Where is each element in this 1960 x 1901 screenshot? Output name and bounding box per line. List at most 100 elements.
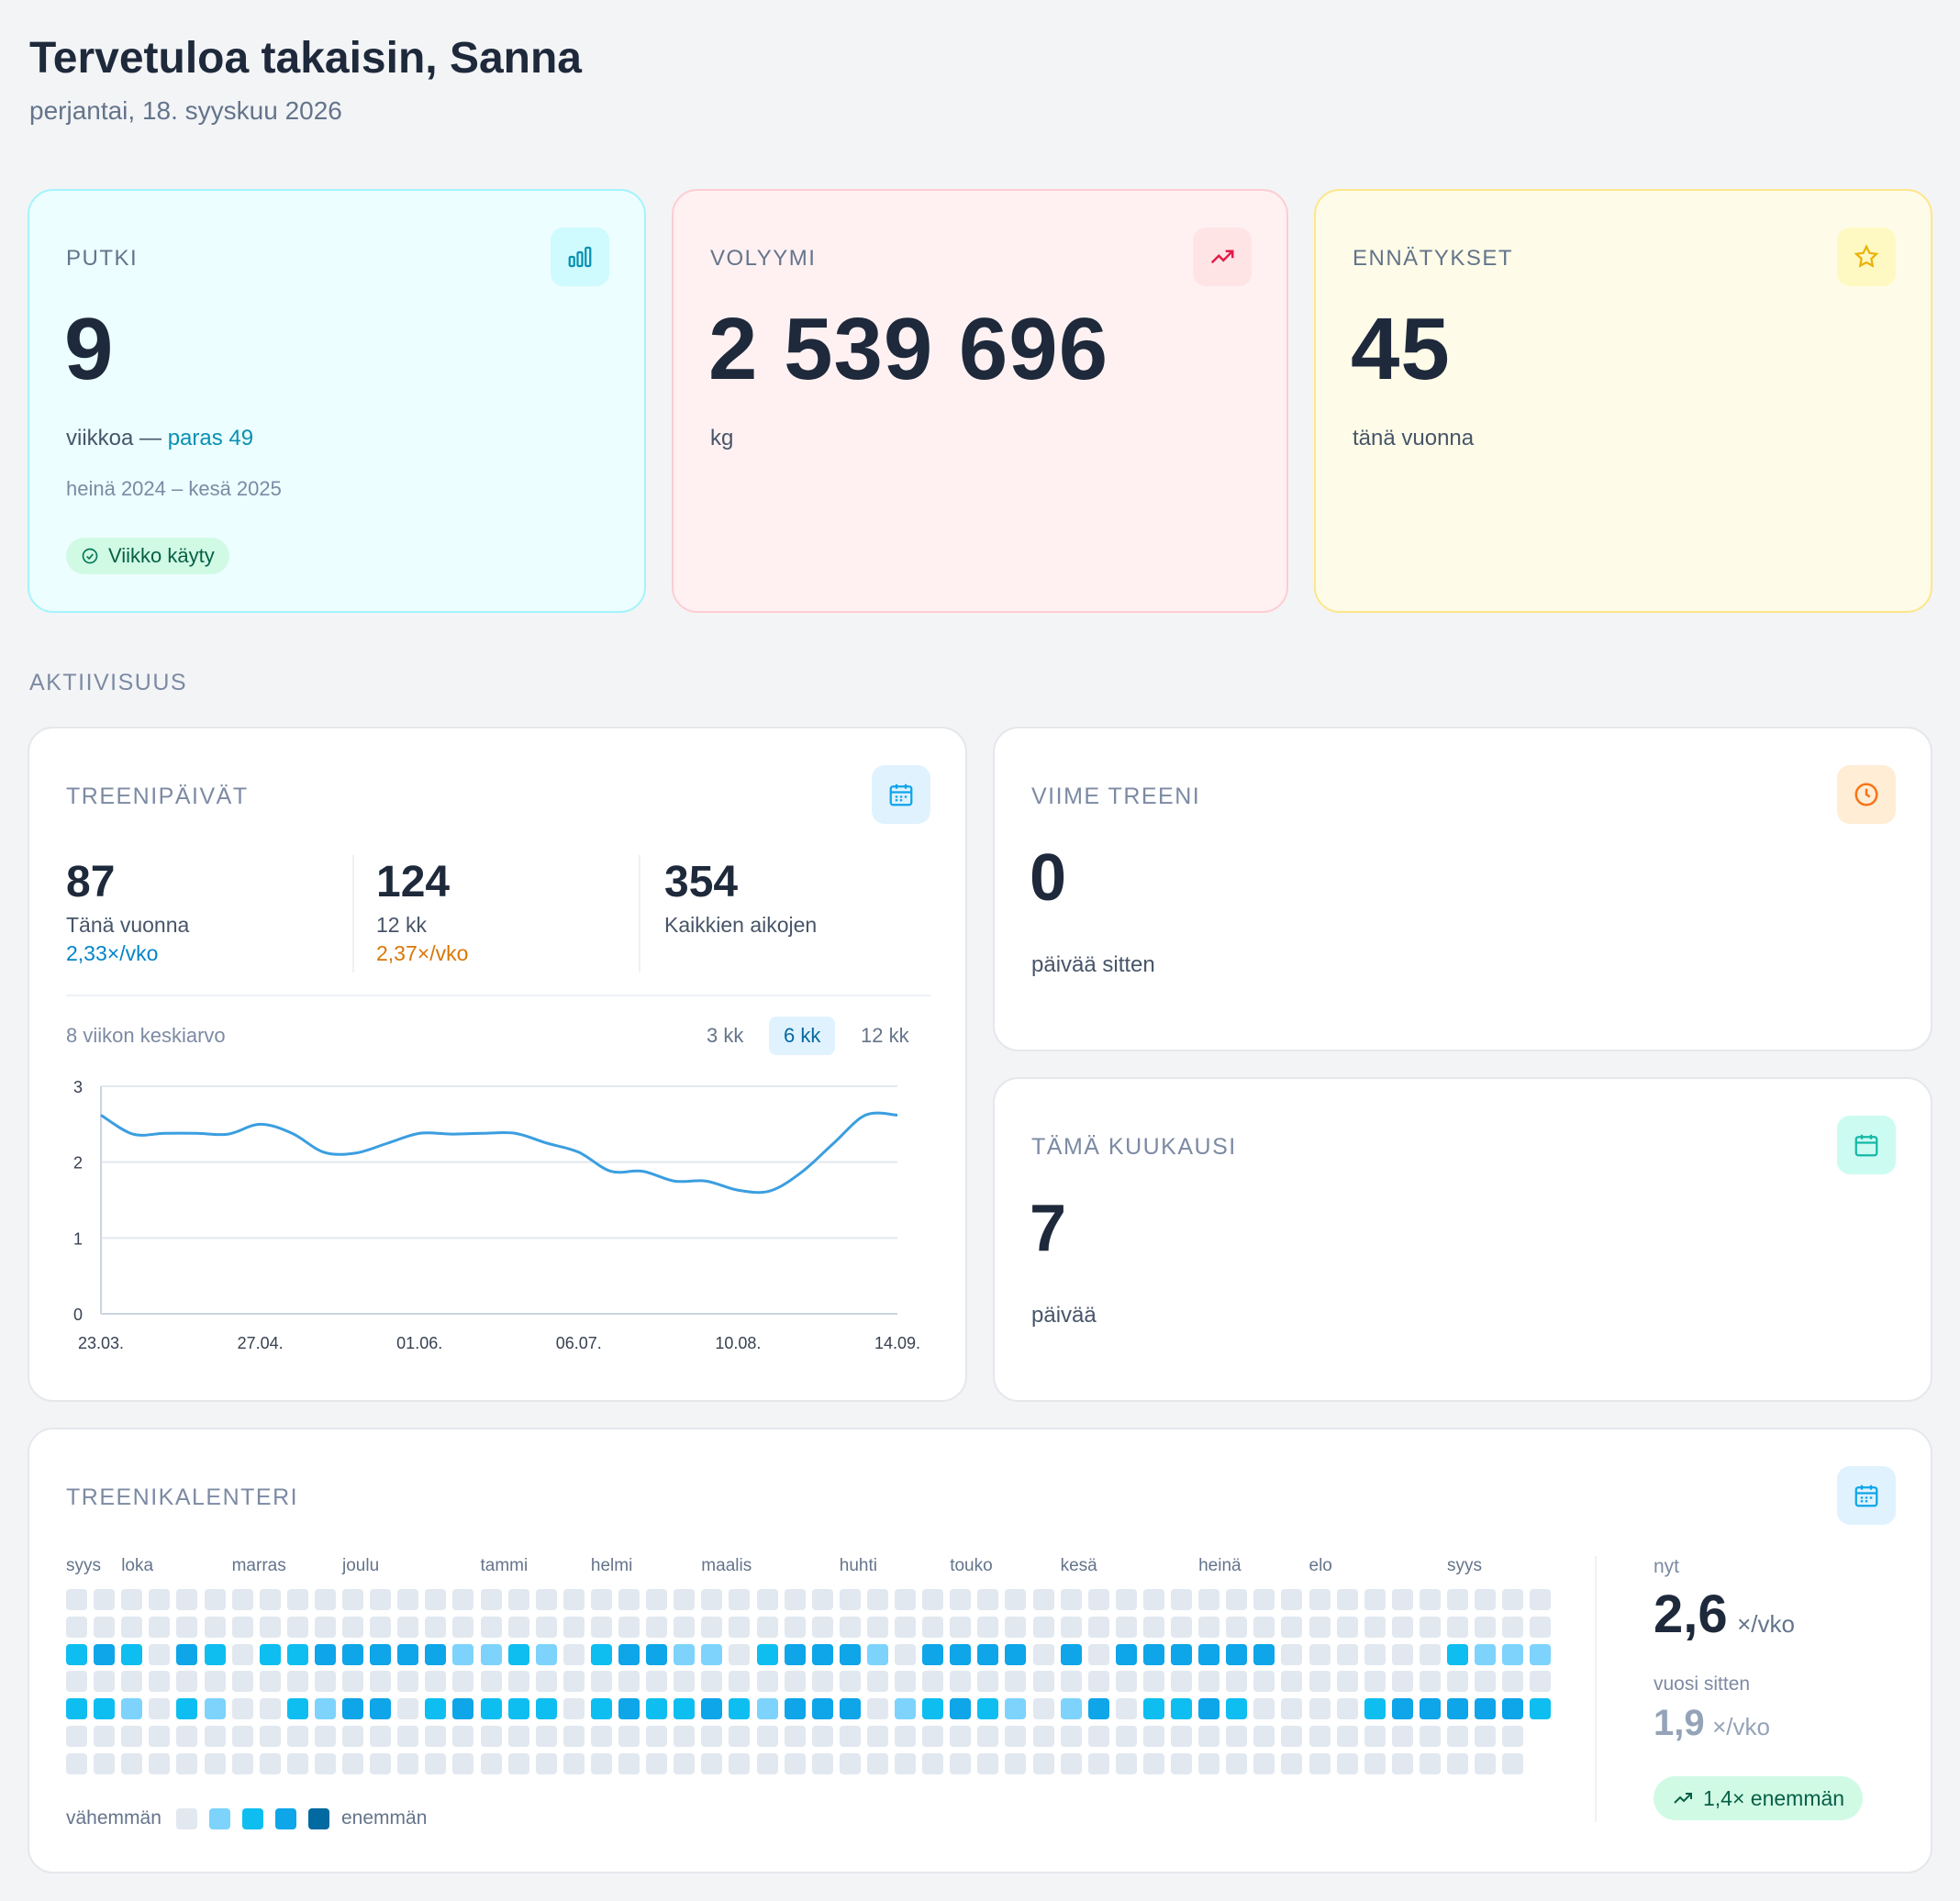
calendar-month-label: loka — [121, 1556, 154, 1575]
legend-swatch — [176, 1808, 197, 1829]
calendar-day — [286, 1589, 308, 1610]
x-tick-label: 23.03. — [78, 1334, 124, 1352]
year-stat: 87 Tänä vuonna 2,33×/vko — [66, 857, 341, 966]
calendar-day — [950, 1671, 972, 1693]
calendar-day — [811, 1643, 833, 1665]
calendar-day — [507, 1589, 529, 1610]
calendar-day — [149, 1616, 171, 1638]
calendar-day — [397, 1698, 419, 1720]
calendar-day — [204, 1726, 226, 1747]
calendar-day — [1115, 1671, 1137, 1693]
calendar-day — [562, 1671, 585, 1693]
calendar-day — [701, 1643, 723, 1665]
all-time-stat: 354 Kaikkien aikojen — [664, 857, 940, 938]
now-value: 2,6 — [1654, 1584, 1728, 1644]
calendar-month-label: tammi — [480, 1556, 529, 1575]
calendar-day — [866, 1643, 888, 1665]
calendar-day — [397, 1671, 419, 1693]
calendar-day — [314, 1671, 336, 1693]
calendar-month-label: helmi — [590, 1556, 633, 1575]
calendar-day — [618, 1589, 640, 1610]
x-tick-label: 01.06. — [396, 1334, 442, 1352]
calendar-day — [895, 1698, 916, 1720]
calendar-day — [618, 1643, 640, 1665]
legend-swatch — [242, 1808, 263, 1829]
tab-3kk[interactable]: 3 kk — [707, 1024, 744, 1047]
calendar-day — [1060, 1643, 1082, 1665]
training-days-icon-box[interactable] — [872, 765, 930, 824]
calendar-day — [1281, 1589, 1303, 1610]
calendar-day — [950, 1698, 972, 1720]
tab-12kk[interactable]: 12 kk — [861, 1024, 909, 1047]
calendar-day — [701, 1726, 723, 1747]
calendar-day — [1087, 1726, 1109, 1747]
calendar-day — [176, 1589, 198, 1610]
calendar-day — [866, 1671, 888, 1693]
records-value: 45 — [1351, 300, 1451, 398]
calendar-day — [618, 1616, 640, 1638]
calendar-day — [1530, 1589, 1552, 1610]
calendar-divider — [1595, 1556, 1597, 1822]
calendar-day — [397, 1752, 419, 1774]
calendar-day — [1475, 1643, 1497, 1665]
x-tick-label: 14.09. — [874, 1334, 920, 1352]
calendar-day — [811, 1698, 833, 1720]
calendar-day — [535, 1616, 557, 1638]
calendar-day — [342, 1698, 363, 1720]
calendar-day — [94, 1752, 116, 1774]
calendar-day — [950, 1589, 972, 1610]
training-calendar-icon-box[interactable] — [1837, 1466, 1896, 1525]
calendar-day — [1502, 1643, 1524, 1665]
calendar-day — [1281, 1726, 1303, 1747]
calendar-day — [149, 1726, 171, 1747]
calendar-month-label: elo — [1309, 1556, 1332, 1575]
calendar-day — [535, 1671, 557, 1693]
records-unit: tänä vuonna — [1353, 426, 1475, 450]
calendar-day — [1198, 1643, 1220, 1665]
calendar-day — [674, 1726, 696, 1747]
calendar-day — [839, 1671, 861, 1693]
calendar-day — [674, 1643, 696, 1665]
streak-card: PUTKI 9 viikkoa — paras 49 heinä 2024 – … — [28, 189, 646, 613]
calendar-day — [895, 1671, 916, 1693]
calendar-day — [1171, 1726, 1192, 1747]
now-rate: 2,6 ×/vko — [1654, 1584, 1795, 1645]
calendar-day — [646, 1671, 668, 1693]
calendar-day — [784, 1589, 806, 1610]
calendar-day — [1142, 1616, 1164, 1638]
calendar-day — [895, 1726, 916, 1747]
calendar-day — [425, 1698, 447, 1720]
calendar-day — [784, 1671, 806, 1693]
calendar-day — [452, 1698, 474, 1720]
calendar-day — [1005, 1616, 1027, 1638]
calendar-day — [1281, 1643, 1303, 1665]
average-line — [100, 1111, 898, 1195]
calendar-day — [1364, 1726, 1386, 1747]
calendar-day — [784, 1616, 806, 1638]
calendar-day — [811, 1726, 833, 1747]
last-workout-value: 0 — [1030, 841, 1067, 915]
calendar-day — [839, 1616, 861, 1638]
calendar-day — [1391, 1643, 1413, 1665]
calendar-day — [1475, 1698, 1497, 1720]
calendar-day — [1336, 1589, 1358, 1610]
calendar-day — [590, 1643, 612, 1665]
calendar-day — [701, 1698, 723, 1720]
calendar-day — [1087, 1698, 1109, 1720]
calendar-day — [1226, 1643, 1248, 1665]
calendar-day — [1060, 1589, 1082, 1610]
calendar-day — [729, 1643, 751, 1665]
calendar-day — [590, 1671, 612, 1693]
calendar-day — [342, 1726, 363, 1747]
calendar-day — [895, 1643, 916, 1665]
calendar-day — [286, 1698, 308, 1720]
calendar-day — [507, 1616, 529, 1638]
weekly-average-chart: 0 1 2 3 23.03. 27.04. 01.06. 06.07. 10.08. 14.09. — [73, 1078, 920, 1352]
calendar-day — [66, 1616, 87, 1638]
change-badge: 1,4× enemmän — [1654, 1776, 1864, 1820]
calendar-day — [397, 1643, 419, 1665]
calendar-day — [674, 1752, 696, 1774]
tab-6kk[interactable]: 6 kk — [769, 1017, 836, 1055]
this-month-label: TÄMÄ KUUKAUSI — [1031, 1134, 1237, 1160]
activity-section-label: AKTIIVISUUS — [29, 670, 188, 695]
